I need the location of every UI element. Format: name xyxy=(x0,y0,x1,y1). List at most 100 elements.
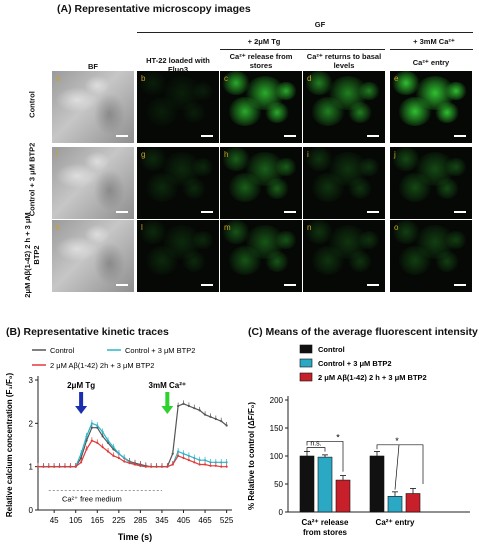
data-point xyxy=(187,454,190,457)
tile-letter: c xyxy=(224,74,228,83)
micrograph-d: d xyxy=(303,71,385,143)
data-point xyxy=(133,463,137,466)
data-point xyxy=(53,465,56,468)
data-point xyxy=(112,454,115,457)
data-point xyxy=(187,459,190,462)
cell-blob xyxy=(348,251,373,272)
cell-blob xyxy=(444,157,467,177)
scale-bar xyxy=(201,211,213,213)
cell-blob xyxy=(392,220,421,245)
sig-bracket-ns xyxy=(306,447,326,452)
sig-line-btp2 xyxy=(394,444,400,490)
sig-star-label: * xyxy=(336,432,340,442)
scale-bar xyxy=(284,211,296,213)
tile-letter: i xyxy=(307,150,309,159)
scale-bar xyxy=(116,135,128,137)
ca-line xyxy=(390,49,473,50)
data-point xyxy=(117,456,120,460)
legend-label: 2 μM Aβ(1-42) 2 h + 3 μM BTP2 xyxy=(318,373,427,382)
scale-bar xyxy=(454,135,466,137)
cell-blob xyxy=(357,157,380,177)
data-point xyxy=(209,415,212,418)
data-point xyxy=(128,462,131,465)
cell-blob xyxy=(357,230,380,250)
bar xyxy=(299,455,315,513)
cell-blob xyxy=(435,178,460,199)
micrograph-c: c xyxy=(220,71,302,143)
cell-blob xyxy=(191,157,214,177)
cell-blob xyxy=(310,246,345,276)
data-point xyxy=(171,463,174,466)
tile-letter: g xyxy=(141,150,146,159)
cell-blob xyxy=(227,246,262,276)
y-tick-label: 1 xyxy=(29,463,34,472)
data-point xyxy=(214,417,217,421)
data-point xyxy=(117,452,120,455)
data-point xyxy=(106,450,110,453)
data-point xyxy=(42,465,45,468)
series-line xyxy=(38,422,227,468)
data-point xyxy=(69,465,72,468)
col-header-bf: BF xyxy=(88,62,98,71)
cell-blob xyxy=(222,71,251,96)
row-label-abeta: 2μM Aβ(1-42) 2 h + 3 μM BTP2 xyxy=(23,212,41,298)
cell-blob xyxy=(144,97,179,127)
data-point xyxy=(101,430,104,434)
data-point xyxy=(171,452,174,455)
data-point xyxy=(74,465,77,468)
cell-blob xyxy=(415,225,456,260)
micrograph-k: k xyxy=(52,220,134,292)
micrograph-i: i xyxy=(303,147,385,219)
panel-a-title: (A) Representative microscopy images xyxy=(57,3,251,15)
cell-blob xyxy=(139,220,168,245)
cell-blob xyxy=(162,152,203,187)
sig-star-label-entry: * xyxy=(395,436,399,446)
data-point xyxy=(101,446,104,449)
data-point xyxy=(90,426,93,429)
data-point xyxy=(80,452,83,455)
cell-blob xyxy=(139,147,168,172)
data-point xyxy=(198,459,201,462)
tg-label: + 2μM Tg xyxy=(247,37,281,46)
bar xyxy=(369,455,385,513)
legend-swatch xyxy=(299,344,313,354)
cell-blob xyxy=(310,97,345,127)
data-point xyxy=(220,420,223,423)
kinetic-traces-chart: Control Control + 3 μM BTP2 2 μM Aβ(1-42) … xyxy=(5,346,234,542)
y-tick-label: 3 xyxy=(29,376,34,385)
x-tick-label: 45 xyxy=(50,516,59,525)
col-header-release: Ca²⁺ release from stores xyxy=(229,52,293,70)
data-point xyxy=(187,404,190,408)
micrograph-m: m xyxy=(220,220,302,292)
y-axis-title: % Relative to control (ΔF/F₀) xyxy=(247,402,256,510)
tile-letter: d xyxy=(307,74,312,83)
data-point xyxy=(225,424,228,427)
micrograph-o: o xyxy=(390,220,472,292)
micrograph-f: f xyxy=(52,147,134,219)
tile-letter: n xyxy=(307,223,312,232)
data-point xyxy=(85,448,88,451)
cell-blob xyxy=(162,225,203,260)
category-label: Ca²⁺ release xyxy=(302,518,349,527)
y-tick-label: 0 xyxy=(279,508,284,517)
panel-c-title: (C) Means of the average fluorescent int… xyxy=(248,326,478,338)
cell-blob xyxy=(144,246,179,276)
data-point xyxy=(225,461,228,464)
scale-bar xyxy=(367,211,379,213)
data-point xyxy=(166,465,169,468)
micrograph-h: h xyxy=(220,147,302,219)
ca-arrow-icon xyxy=(161,392,174,414)
x-tick-label: 285 xyxy=(134,516,148,525)
y-tick-label: 150 xyxy=(270,424,284,433)
x-axis-title: Time (s) xyxy=(118,532,152,542)
cell-blob xyxy=(328,225,369,260)
data-point xyxy=(182,452,185,455)
cell-blob xyxy=(415,152,456,187)
micrograph-e: e xyxy=(390,71,472,143)
data-point xyxy=(90,439,93,442)
series-line xyxy=(38,403,227,468)
data-point xyxy=(220,461,223,464)
data-point xyxy=(58,465,61,468)
data-point xyxy=(160,465,164,468)
x-tick-label: 345 xyxy=(155,516,169,525)
